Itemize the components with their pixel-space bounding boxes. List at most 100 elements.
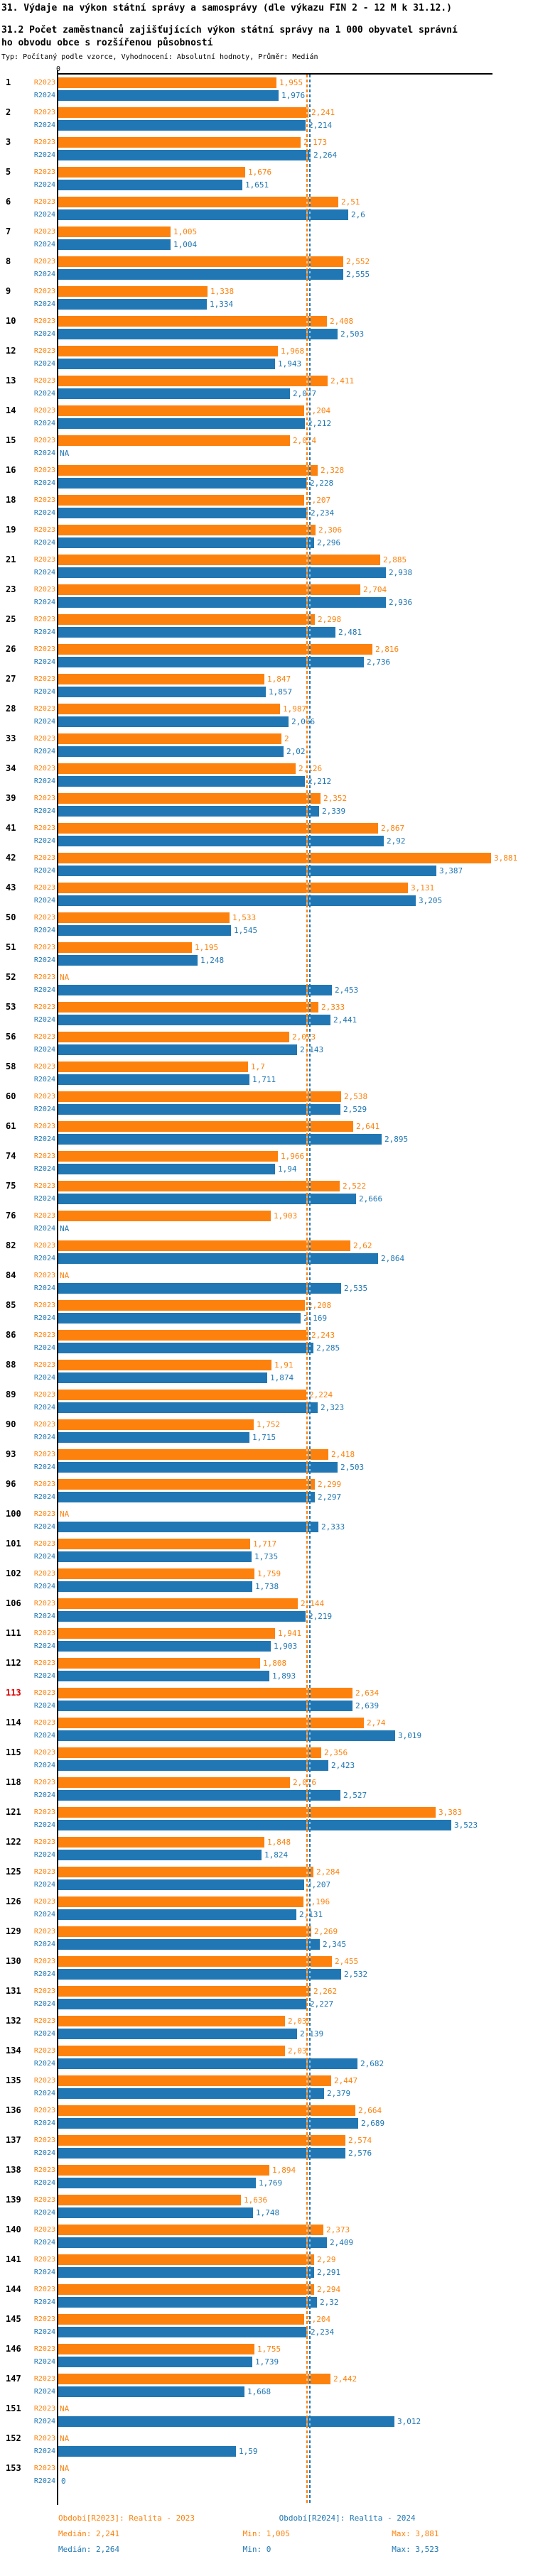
bar-R2023	[58, 495, 304, 506]
value-label-R2024: 2,481	[338, 628, 362, 637]
bar-line-R2024: R2024 2,503	[34, 1462, 492, 1473]
chart-row-group: 122 R2023 1,848 R2024 1,824	[6, 1834, 492, 1864]
chart-row-group: 88 R2023 1,91 R2024 1,874	[6, 1357, 492, 1387]
value-label-R2024: 2,234	[311, 2327, 335, 2337]
year-label-R2024: R2024	[33, 449, 55, 457]
bar-line-R2023: R2023 1,941	[34, 1628, 492, 1639]
bar-line-R2024: R2024 1,739	[34, 2357, 492, 2367]
year-label-R2023: R2023	[33, 1659, 55, 1667]
legend-max-2024: Max: 3,523	[392, 2545, 439, 2554]
value-label-R2024: 1,715	[252, 1433, 276, 1442]
bar-R2024	[58, 1492, 315, 1502]
year-label-R2023: R2023	[33, 317, 55, 325]
bar-R2024	[58, 90, 279, 101]
bar-line-R2023: R2023 NA	[34, 1270, 492, 1281]
bar-line-R2024: R2024 2,529	[34, 1104, 492, 1115]
chart-row-group: 10 R2023 2,408 R2024 2,503	[6, 313, 492, 343]
value-label-R2024: 2,32	[320, 2298, 339, 2307]
value-label-R2024: 1,943	[278, 359, 302, 369]
year-label-R2024: R2024	[33, 1583, 55, 1590]
year-label-R2024: R2024	[33, 1791, 55, 1799]
bar-R2023	[58, 107, 308, 118]
bar-line-R2024: R2024 1,943	[34, 359, 492, 369]
chart-row-group: 82 R2023 2,62 R2024 2,864	[6, 1238, 492, 1267]
bar-R2024	[58, 1432, 249, 1443]
bar-R2023	[58, 316, 327, 327]
bar-line-R2023: R2023 1,966	[34, 1151, 492, 1162]
year-label-R2023: R2023	[33, 1928, 55, 1936]
bar-line-R2024: R2024 2,131	[34, 1909, 492, 1920]
value-label-R2023: 2,284	[316, 1867, 340, 1877]
value-label-R2023: 1,752	[257, 1420, 281, 1429]
year-label-R2023: R2023	[33, 1451, 55, 1458]
bar-R2024	[58, 746, 284, 757]
bar-line-R2024: R2024 3,205	[34, 895, 492, 906]
year-label-R2024: R2024	[33, 2269, 55, 2276]
chart-row-group: 146 R2023 1,755 R2024 1,739	[6, 2341, 492, 2371]
bar-line-R2024: R2024 1,004	[34, 239, 492, 250]
bar-R2023	[58, 2165, 269, 2176]
year-label-R2023: R2023	[33, 288, 55, 295]
year-label-R2023: R2023	[33, 1003, 55, 1011]
row-number: 12	[6, 346, 16, 356]
row-number: 43	[6, 883, 16, 893]
year-label-R2024: R2024	[33, 1851, 55, 1859]
year-label-R2024: R2024	[33, 956, 55, 964]
chart-row-group: 41 R2023 2,867 R2024 2,92	[6, 820, 492, 850]
chart-row-group: 26 R2023 2,816 R2024 2,736	[6, 641, 492, 671]
chart-row-group: 129 R2023 2,269 R2024 2,345	[6, 1923, 492, 1953]
bar-R2023	[58, 256, 343, 267]
year-label-R2023: R2023	[33, 466, 55, 474]
bar-line-R2023: R2023 NA	[34, 2433, 492, 2444]
chart-rows: 1 R2023 1,955 R2024 1,976 2 R2023 2,241 R2024 2,2…	[6, 75, 517, 2490]
bar-R2023	[58, 2046, 285, 2056]
chart-row-group: 56 R2023 2,073 R2024 2,143	[6, 1029, 492, 1059]
year-label-R2023: R2023	[33, 1630, 55, 1637]
bar-line-R2023: R2023 2,552	[34, 256, 492, 267]
bar-R2024	[58, 985, 332, 995]
bar-line-R2024: R2024 2,234	[34, 508, 492, 518]
year-label-R2024: R2024	[33, 1523, 55, 1531]
year-label-R2024: R2024	[33, 688, 55, 696]
year-label-R2023: R2023	[33, 1331, 55, 1339]
year-label-R2023: R2023	[33, 1779, 55, 1786]
value-label-R2024: 2,291	[317, 2268, 341, 2277]
value-label-R2023: 2,196	[306, 1897, 330, 1906]
bar-line-R2023: R2023 2,173	[34, 137, 492, 148]
chart-row-group: 134 R2023 2,03 R2024 2,682	[6, 2043, 492, 2073]
row-number: 113	[6, 1688, 21, 1698]
bar-line-R2024: R2024 2,527	[34, 1790, 492, 1801]
row-number: 1	[6, 77, 11, 87]
year-label-R2023: R2023	[33, 645, 55, 653]
bar-line-R2024: R2024 1,857	[34, 687, 492, 697]
year-label-R2024: R2024	[33, 1374, 55, 1382]
bar-line-R2024: R2024 1,711	[34, 1074, 492, 1085]
year-label-R2024: R2024	[33, 2298, 55, 2306]
bar-line-R2024: R2024 3,019	[34, 1730, 492, 1741]
value-label-R2023: 1,676	[248, 168, 272, 177]
year-label-R2023: R2023	[33, 496, 55, 504]
value-label-R2023: 3,383	[438, 1808, 463, 1817]
bar-line-R2024: R2024 2,219	[34, 1611, 492, 1622]
value-label-R2023: 1,847	[267, 675, 291, 684]
bar-R2023	[58, 1867, 313, 1877]
bar-line-R2024: R2024 2,441	[34, 1015, 492, 1025]
year-label-R2024: R2024	[33, 867, 55, 875]
year-label-R2023: R2023	[33, 2256, 55, 2264]
page-title: 31. Výdaje na výkon státní správy a samo…	[1, 3, 452, 13]
bar-R2023	[58, 555, 380, 565]
bar-line-R2023: R2023 2,03	[34, 2046, 492, 2056]
value-label-R2024: 1,711	[252, 1075, 276, 1084]
year-label-R2024: R2024	[33, 1076, 55, 1084]
year-label-R2023: R2023	[33, 1510, 55, 1518]
year-label-R2023: R2023	[33, 1898, 55, 1906]
bar-R2024	[58, 597, 386, 608]
bar-line-R2023: R2023 2,243	[34, 1330, 492, 1341]
bar-line-R2023: R2023 2,538	[34, 1091, 492, 1102]
row-number: 115	[6, 1747, 21, 1757]
year-label-R2023: R2023	[33, 2077, 55, 2085]
bar-line-R2024: R2024 2,169	[34, 1313, 492, 1324]
chart-row-group: 51 R2023 1,195 R2024 1,248	[6, 939, 492, 969]
value-label-R2023: 2,29	[317, 2255, 336, 2264]
row-number: 101	[6, 1539, 21, 1549]
